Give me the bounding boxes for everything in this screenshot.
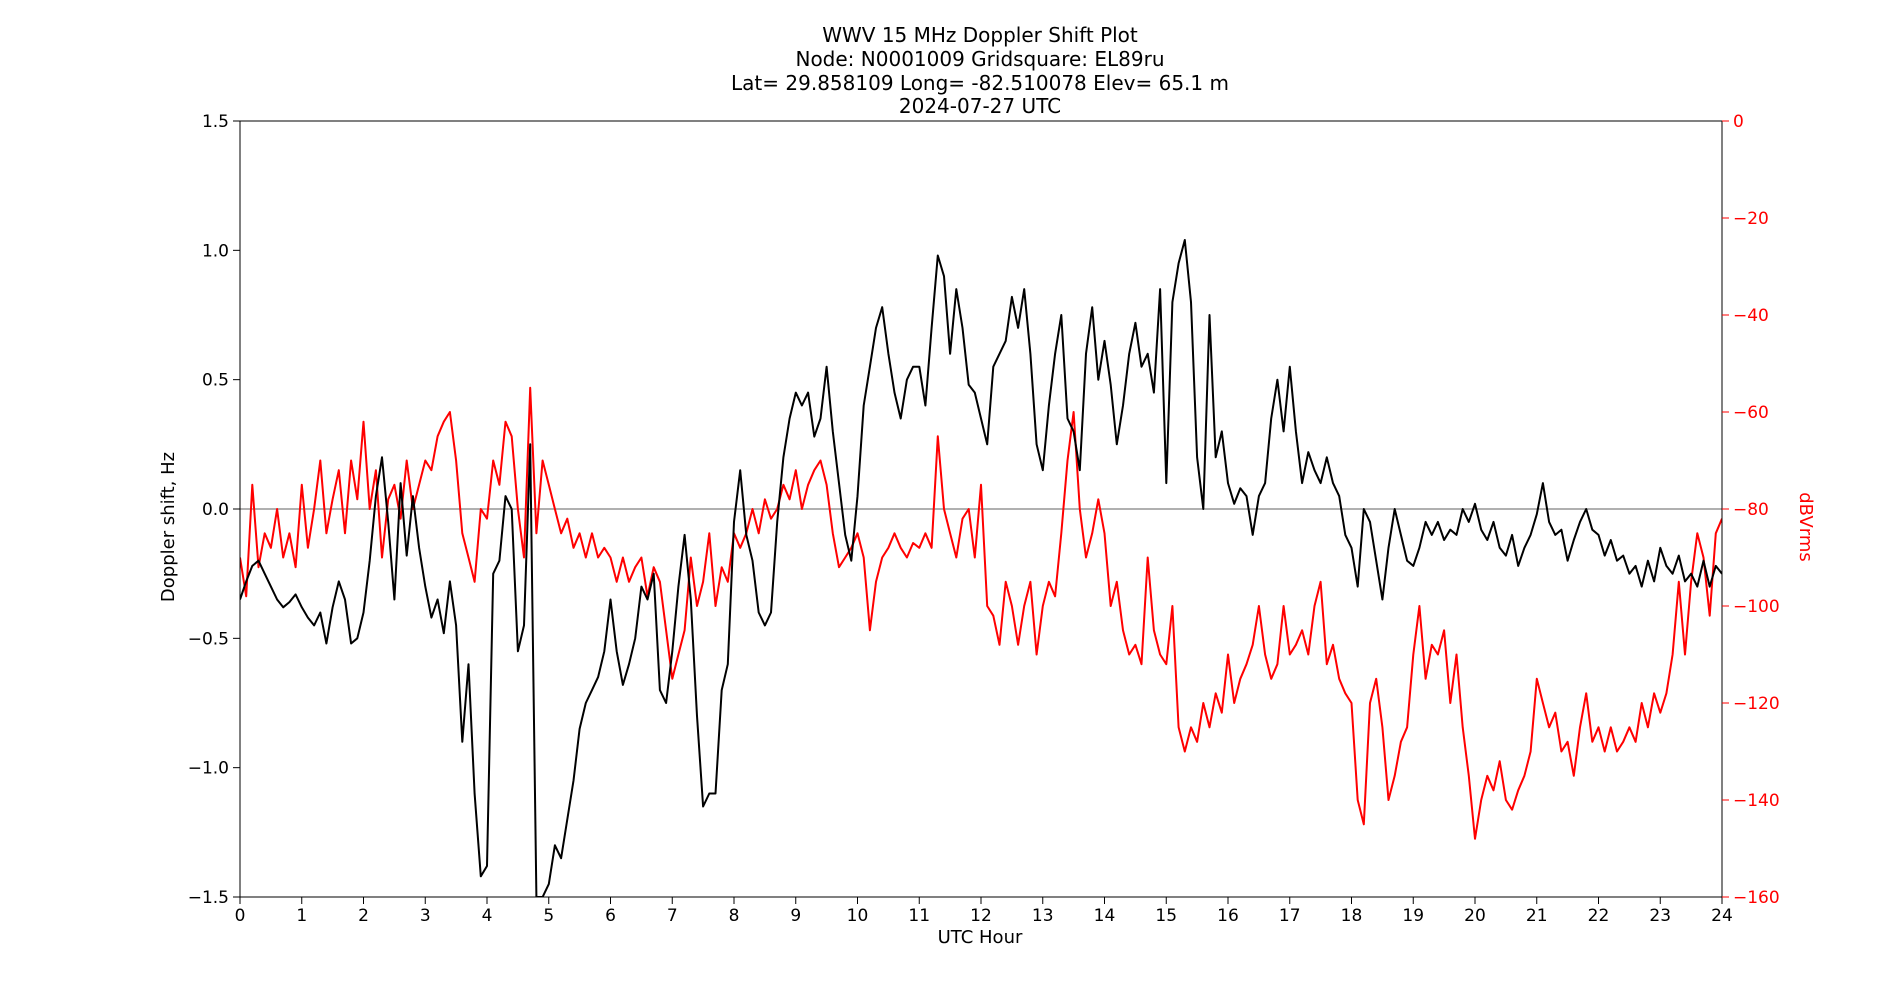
x-tick-label: 20 <box>1464 906 1486 926</box>
x-tick-label: 23 <box>1649 906 1671 926</box>
y-left-tick-label: 0.0 <box>202 500 229 520</box>
chart-title: WWV 15 MHz Doppler Shift Plot Node: N000… <box>731 23 1229 118</box>
x-tick-label: 15 <box>1155 906 1177 926</box>
x-tick-label: 24 <box>1711 906 1733 926</box>
x-axis: 0 1 2 3 4 5 6 7 8 9 10 11 12 13 14 15 16 17 18 19 20 21 22 23 24 <box>235 897 1733 926</box>
x-tick-label: 0 <box>235 906 246 926</box>
y-left-tick-label: −0.5 <box>188 629 229 649</box>
y-right-tick-label: −160 <box>1733 888 1780 908</box>
x-tick-label: 3 <box>420 906 431 926</box>
y-axis-right: 0 −20 −40 −60 −80 −100 −120 −140 −160 <box>1722 112 1780 908</box>
x-tick-label: 21 <box>1526 906 1548 926</box>
x-axis-label: UTC Hour <box>938 927 1023 948</box>
title-line-1: WWV 15 MHz Doppler Shift Plot <box>822 23 1138 47</box>
x-tick-label: 13 <box>1032 906 1054 926</box>
y-axis-left: 1.5 1.0 0.5 0.0 −0.5 −1.0 −1.5 <box>188 112 240 908</box>
series-layer <box>240 239 1722 897</box>
x-tick-label: 7 <box>667 906 678 926</box>
x-tick-label: 9 <box>790 906 801 926</box>
plot-area <box>239 120 1723 898</box>
x-tick-label: 6 <box>605 906 616 926</box>
x-tick-label: 22 <box>1588 906 1610 926</box>
x-tick-label: 14 <box>1094 906 1116 926</box>
y-right-tick-label: −40 <box>1733 306 1769 326</box>
y-right-tick-label: −60 <box>1733 403 1769 423</box>
y-axis-label-right: dBVrms <box>1795 492 1816 562</box>
y-right-tick-label: −120 <box>1733 694 1780 714</box>
x-tick-label: 2 <box>358 906 369 926</box>
x-tick-label: 17 <box>1279 906 1301 926</box>
y-left-tick-label: −1.0 <box>188 759 229 779</box>
x-tick-label: 19 <box>1402 906 1424 926</box>
x-tick-label: 1 <box>296 906 307 926</box>
x-tick-label: 16 <box>1217 906 1239 926</box>
y-right-tick-label: −20 <box>1733 209 1769 229</box>
x-tick-label: 8 <box>729 906 740 926</box>
x-tick-label: 5 <box>543 906 554 926</box>
x-tick-label: 18 <box>1341 906 1363 926</box>
power-series-line <box>240 386 1722 840</box>
y-right-tick-label: −80 <box>1733 500 1769 520</box>
y-left-tick-label: −1.5 <box>188 888 229 908</box>
y-left-tick-label: 0.5 <box>202 371 229 391</box>
x-tick-label: 10 <box>847 906 869 926</box>
doppler-series-line <box>240 239 1722 897</box>
title-line-4: 2024-07-27 UTC <box>899 94 1061 118</box>
x-tick-label: 11 <box>908 906 930 926</box>
y-left-tick-label: 1.0 <box>202 241 229 261</box>
y-right-tick-label: 0 <box>1733 112 1744 132</box>
y-right-tick-label: −140 <box>1733 791 1780 811</box>
y-axis-label-left: Doppler shift, Hz <box>158 452 179 602</box>
title-line-3: Lat= 29.858109 Long= -82.510078 Elev= 65… <box>731 71 1229 95</box>
y-right-tick-label: −100 <box>1733 597 1780 617</box>
x-tick-label: 4 <box>482 906 493 926</box>
x-tick-label: 12 <box>970 906 992 926</box>
y-left-tick-label: 1.5 <box>202 112 229 132</box>
title-line-2: Node: N0001009 Gridsquare: EL89ru <box>795 47 1164 71</box>
